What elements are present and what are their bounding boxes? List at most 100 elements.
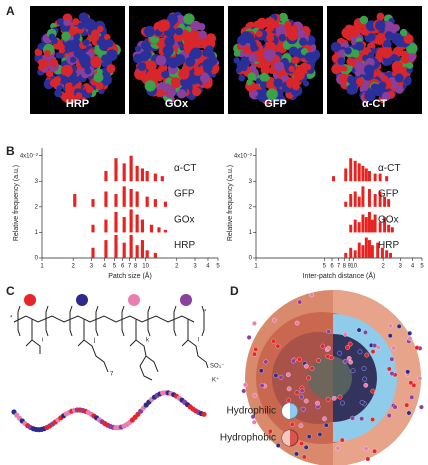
bar [361, 245, 365, 258]
polymer-bead [299, 441, 304, 446]
atom-blob [406, 42, 418, 55]
bar [378, 173, 382, 182]
atom-blob [146, 69, 158, 81]
polymer-bead [359, 400, 365, 405]
atom-blob [183, 13, 195, 25]
atom-blob [185, 56, 196, 67]
panel-label: B [6, 144, 15, 158]
polymer-bead [363, 330, 368, 335]
bar [390, 227, 394, 233]
atom-blob [164, 36, 175, 48]
polymer-bead [411, 383, 417, 388]
polymer-bead [259, 383, 265, 388]
atom-blob [347, 75, 356, 85]
atom-blob [67, 94, 77, 104]
bar [385, 176, 389, 182]
legend-label: Hydrophilic [227, 406, 276, 417]
atom-blob [403, 33, 414, 45]
x-tick-label: 3 [90, 264, 94, 270]
x-tick-label: 10 [142, 264, 149, 270]
bar [157, 227, 161, 233]
x-axis-label: Inter-patch distance (Å) [303, 271, 376, 280]
atom-blob [145, 60, 157, 72]
monomer-dot [76, 294, 88, 306]
protein-label: HRP [66, 98, 89, 110]
row-label: α-CT [174, 163, 196, 174]
x-tick-label: 9 [348, 264, 352, 270]
atom-blob [331, 64, 342, 75]
protein-images: HRP GOx GFP α-CT [30, 6, 422, 114]
polymer-bead [290, 421, 295, 427]
atom-blob [400, 54, 410, 64]
polymer-bead [273, 373, 279, 378]
counter-ion: K⁺ [212, 377, 219, 384]
bar [349, 224, 353, 233]
bar [373, 173, 377, 182]
x-tick-label: 6 [121, 264, 125, 270]
atom-blob [384, 31, 394, 40]
polymer-bead [337, 394, 343, 400]
y-tick-label: 0 [249, 256, 253, 262]
polymer-bead [263, 359, 269, 365]
atom-blob [364, 89, 376, 102]
bar [135, 214, 139, 233]
polymer-bead [372, 343, 378, 348]
polymer-chain [11, 390, 207, 433]
atom-blob [290, 57, 299, 65]
atom-blob [80, 15, 88, 22]
atom-blob [288, 65, 295, 73]
x-axis-label: Patch size (Å) [108, 271, 152, 280]
atom-blob [77, 22, 85, 30]
side-chains [25, 319, 209, 381]
atom-blob [137, 62, 147, 71]
polymer-bead [294, 451, 299, 457]
atom-blob [192, 87, 202, 97]
polymer-bead [396, 324, 402, 329]
atom-blob [97, 25, 104, 33]
bar [91, 199, 95, 207]
atom-blob [255, 78, 262, 85]
atom-blob [404, 75, 412, 83]
panel-label: C [6, 284, 15, 298]
bar [373, 214, 377, 233]
legend-label: Hydrophobic [220, 433, 276, 444]
atom-blob [49, 58, 58, 67]
polymer-bead [389, 356, 395, 362]
atom-blob [373, 33, 386, 45]
polymer-bead [370, 417, 375, 422]
subscript: i [42, 338, 43, 344]
x-tick-label: 5 [113, 264, 117, 270]
polymer-bead [286, 397, 291, 403]
row-label: GFP [174, 189, 195, 200]
polymer-bead [342, 332, 348, 337]
atom-blob [178, 68, 190, 80]
bar [364, 237, 368, 258]
polymer-bead [362, 376, 368, 382]
bar [140, 240, 145, 258]
atom-blob [354, 41, 365, 52]
atom-blob [407, 53, 416, 62]
polymer-bead [286, 372, 291, 377]
atom-blob [240, 64, 248, 72]
x-tick-label: 2 [72, 264, 76, 270]
polymer-bead [290, 358, 296, 364]
atom-blob [380, 46, 393, 59]
polymer-bead [326, 329, 332, 334]
x-tick-label: 7 [337, 264, 341, 270]
bar [357, 242, 361, 258]
polymer-bead [407, 330, 413, 336]
bar [135, 245, 139, 258]
bar [367, 171, 371, 182]
bar [376, 242, 380, 258]
polymer-bead [406, 410, 412, 416]
monomer-dot [24, 294, 36, 306]
polymer-bead [337, 350, 342, 356]
atom-blob [93, 72, 104, 83]
polymer-bead [309, 292, 314, 298]
polymer-bead [370, 388, 376, 394]
atom-blob [394, 73, 404, 83]
bar [129, 209, 133, 233]
bar [114, 211, 118, 233]
atom-blob [45, 69, 54, 78]
